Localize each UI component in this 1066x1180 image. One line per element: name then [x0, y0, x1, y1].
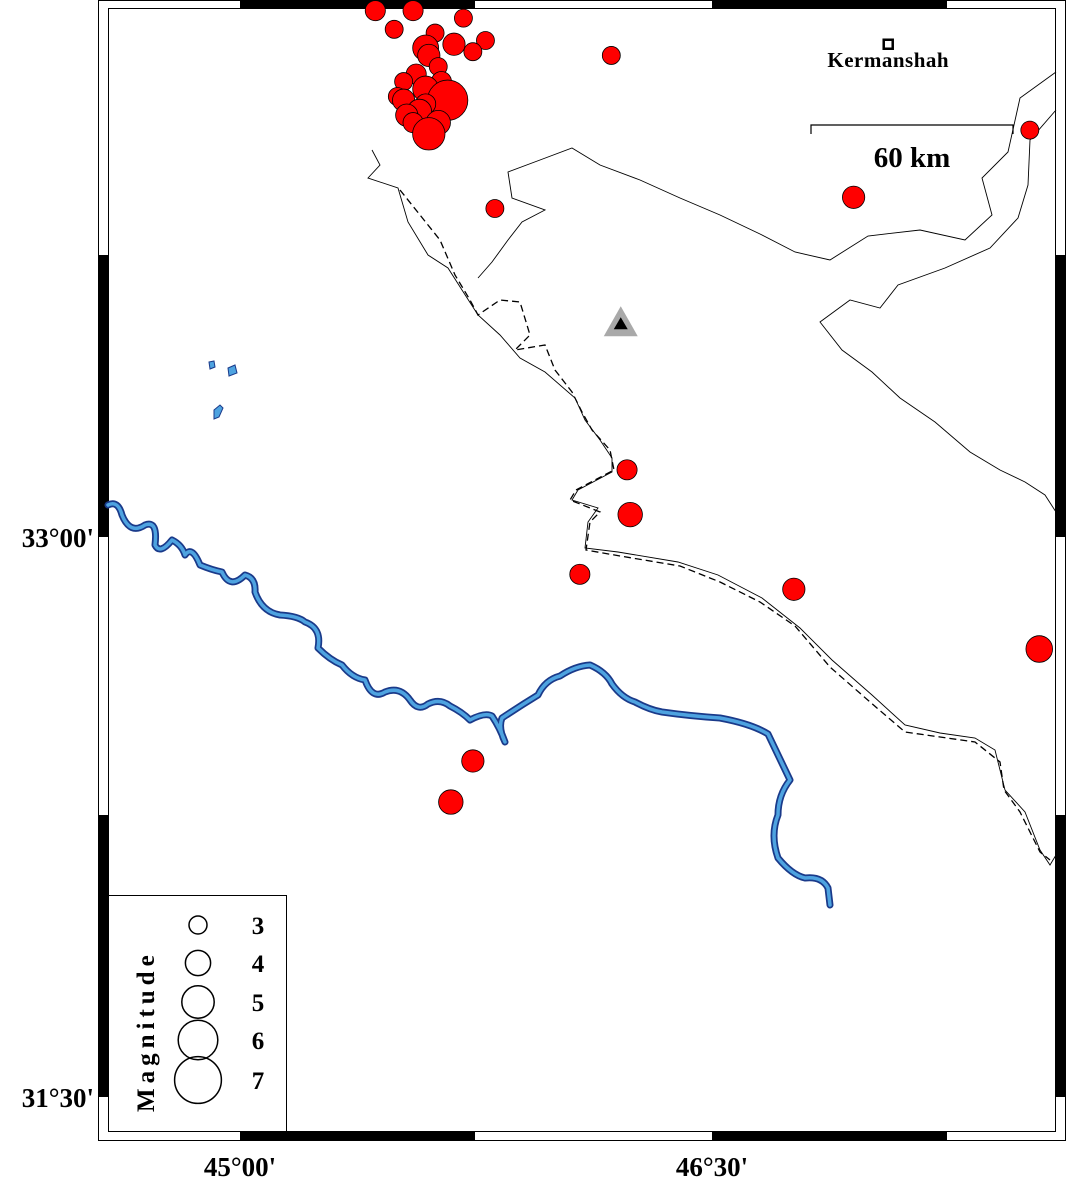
- legend-label: 3: [252, 913, 265, 940]
- earthquake-event: [782, 577, 806, 601]
- city-label: Kermanshah: [827, 48, 949, 72]
- lat-tick-label: 31°30': [22, 1083, 94, 1113]
- scale-bar-label: 60 km: [874, 142, 951, 174]
- province-borders: [367, 71, 1057, 866]
- earthquake-event: [461, 749, 485, 773]
- legend-label: 6: [252, 1028, 265, 1055]
- earthquake-event: [842, 185, 866, 209]
- legend-circle: [177, 1019, 219, 1061]
- earthquake-event: [601, 46, 621, 65]
- earthquake-event: [438, 789, 464, 815]
- lon-tick-label: 45°00': [204, 1152, 276, 1180]
- lakes: [208, 360, 238, 420]
- legend-label: 5: [252, 990, 265, 1017]
- legend-circle: [188, 915, 208, 935]
- station-triangle-icon: [603, 306, 638, 337]
- earthquake-event: [463, 42, 483, 62]
- earthquake-event: [569, 563, 591, 585]
- scale-bar: 60 km: [810, 124, 1014, 174]
- earthquake-event: [402, 0, 424, 22]
- legend-circle: [173, 1055, 223, 1105]
- earthquake-event: [442, 32, 466, 56]
- legend-label: 7: [252, 1068, 265, 1095]
- legend-label: 4: [252, 951, 265, 978]
- river: [104, 500, 834, 909]
- earthquake-events: [364, 0, 1053, 815]
- legend-circle: [184, 949, 212, 977]
- earthquake-event: [617, 501, 643, 528]
- earthquake-event: [364, 0, 386, 22]
- international-border: [399, 189, 1051, 861]
- lon-tick-label: 46°30': [676, 1152, 748, 1180]
- earthquake-event: [616, 459, 638, 481]
- legend-circle: [181, 985, 215, 1019]
- earthquake-event: [1020, 120, 1040, 140]
- lat-tick-label: 33°00': [22, 523, 94, 553]
- earthquake-event: [476, 31, 495, 50]
- earthquake-event: [412, 117, 446, 151]
- earthquake-event: [1025, 635, 1053, 663]
- earthquake-event: [384, 19, 404, 39]
- magnitude-legend: Magnitude 3 4 5 6 7: [108, 895, 287, 1132]
- earthquake-event: [454, 8, 473, 28]
- legend-title: Magnitude: [133, 950, 160, 1112]
- earthquake-event: [485, 199, 505, 218]
- city-marker: Kermanshah: [827, 38, 949, 72]
